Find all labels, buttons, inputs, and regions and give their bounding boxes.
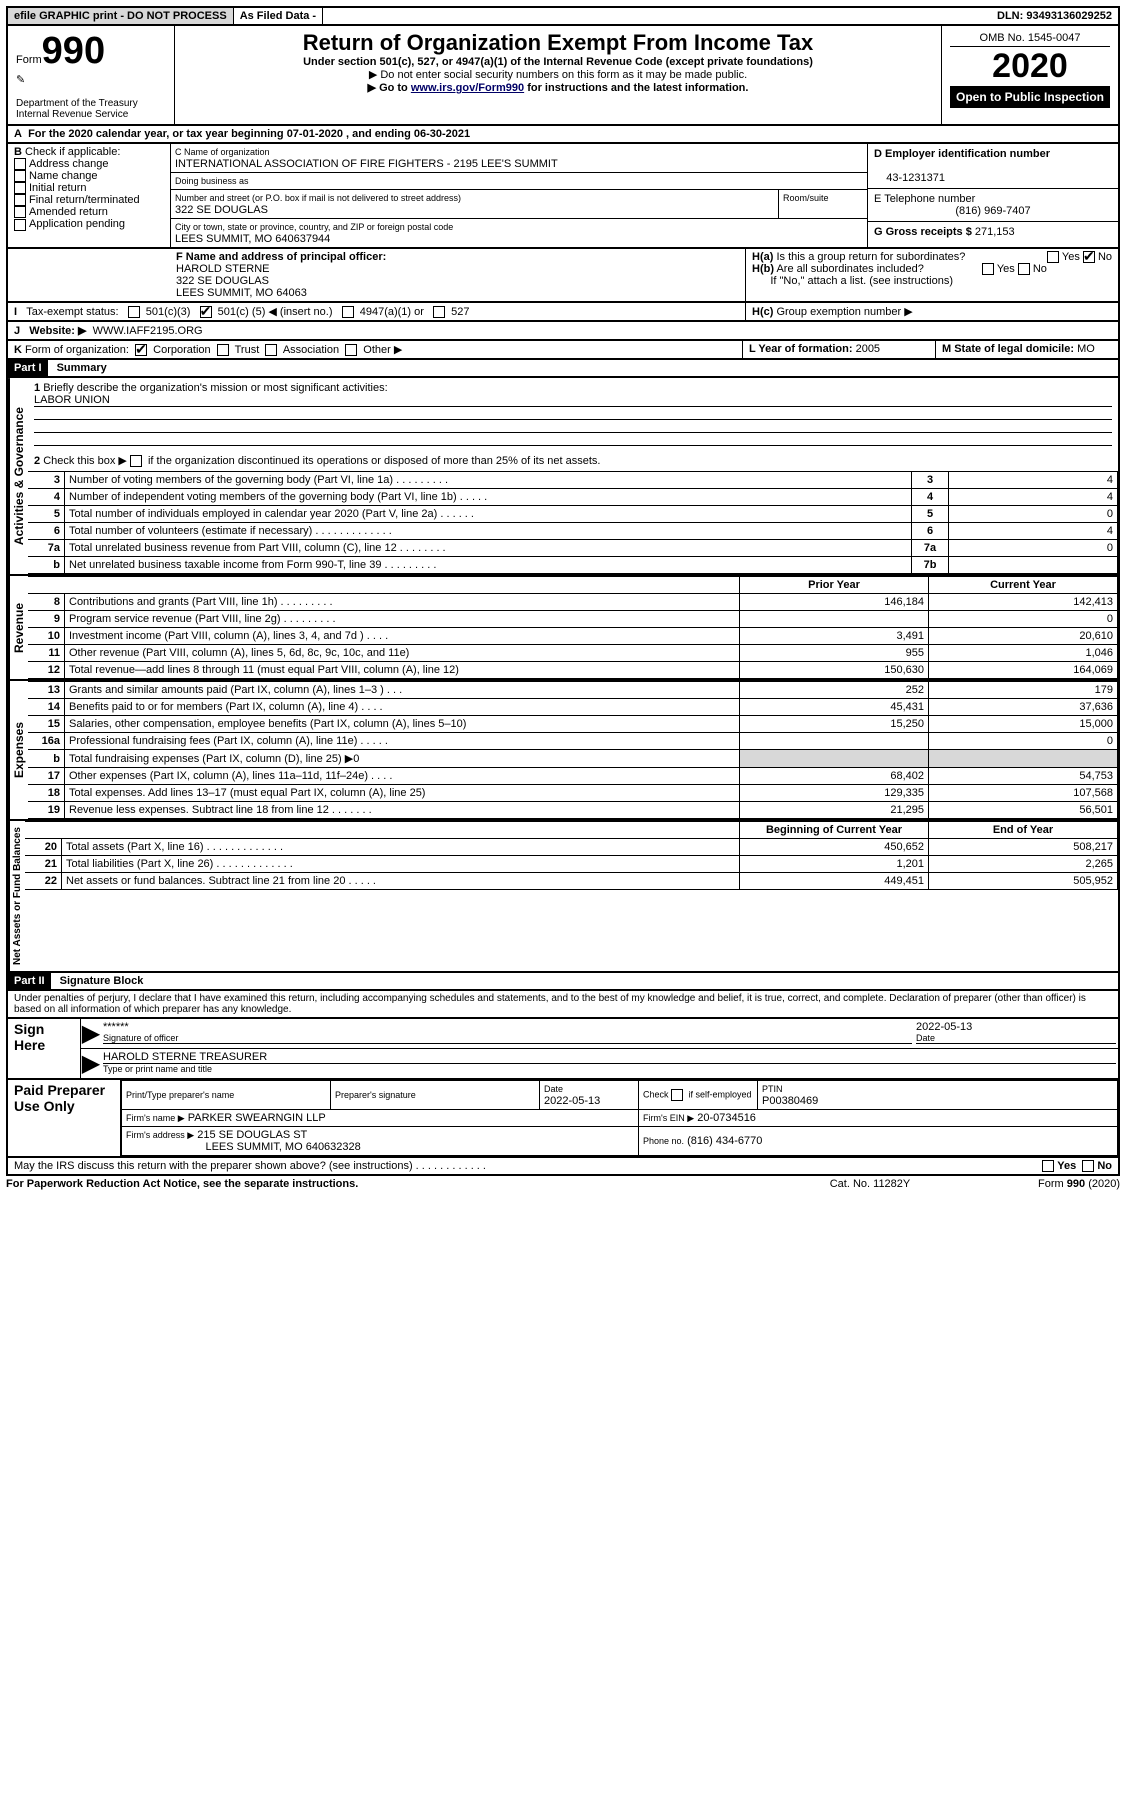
header-center: Return of Organization Exempt From Incom… <box>175 26 942 124</box>
declaration: Under penalties of perjury, I declare th… <box>6 991 1120 1019</box>
header-right: OMB No. 1545-0047 2020 Open to Public In… <box>942 26 1118 124</box>
section-revenue: Revenue Prior YearCurrent Year8 Contribu… <box>6 576 1120 681</box>
irs-link[interactable]: www.irs.gov/Form990 <box>411 82 524 94</box>
asfiled-label: As Filed Data - <box>234 8 323 24</box>
row-BCD: B Check if applicable: Address change Na… <box>6 144 1120 249</box>
row-I: I Tax-exempt status: 501(c)(3) 501(c) (5… <box>6 303 1120 322</box>
footer: For Paperwork Reduction Act Notice, see … <box>6 1176 1120 1192</box>
checkbox[interactable] <box>14 182 26 194</box>
partI: Part I Summary <box>6 360 1120 378</box>
sign-here: Sign Here ▶ ****** Signature of officer … <box>6 1019 1120 1080</box>
exp-table: 13 Grants and similar amounts paid (Part… <box>28 681 1118 819</box>
col-H: H(a) Is this a group return for subordin… <box>746 249 1118 301</box>
dln: DLN: 93493136029252 <box>991 8 1118 24</box>
col-F: F Name and address of principal officer:… <box>170 249 746 301</box>
row-FH: F Name and address of principal officer:… <box>6 249 1120 303</box>
form-header: Form990 ✎ Department of the Treasury Int… <box>6 26 1120 126</box>
discuss-row: May the IRS discuss this return with the… <box>6 1158 1120 1176</box>
checkbox[interactable] <box>14 219 26 231</box>
gov-table: 3 Number of voting members of the govern… <box>28 471 1118 574</box>
section-expenses: Expenses 13 Grants and similar amounts p… <box>6 681 1120 821</box>
checkbox[interactable] <box>14 194 26 206</box>
partII: Part II Signature Block <box>6 973 1120 991</box>
col-B: B Check if applicable: Address change Na… <box>8 144 171 247</box>
col-DEG: D Employer identification number 43-1231… <box>868 144 1118 247</box>
section-governance: Activities & Governance 1 Briefly descri… <box>6 378 1120 576</box>
col-C: C Name of organization INTERNATIONAL ASS… <box>171 144 868 247</box>
checkbox[interactable] <box>14 170 26 182</box>
row-A: A For the 2020 calendar year, or tax yea… <box>6 126 1120 144</box>
checkbox[interactable] <box>14 158 26 170</box>
rev-table: Prior YearCurrent Year8 Contributions an… <box>28 576 1118 679</box>
row-J: J Website: ▶ WWW.IAFF2195.ORG <box>6 322 1120 341</box>
row-KLM: K Form of organization: Corporation Trus… <box>6 341 1120 360</box>
paid-preparer: Paid Preparer Use Only Print/Type prepar… <box>6 1080 1120 1158</box>
net-table: Beginning of Current YearEnd of Year20 T… <box>25 821 1118 890</box>
efile-label: efile GRAPHIC print - DO NOT PROCESS <box>8 8 234 24</box>
header-left: Form990 ✎ Department of the Treasury Int… <box>8 26 175 124</box>
section-net: Net Assets or Fund Balances Beginning of… <box>6 821 1120 973</box>
checkbox[interactable] <box>14 206 26 218</box>
top-bar: efile GRAPHIC print - DO NOT PROCESS As … <box>6 6 1120 26</box>
